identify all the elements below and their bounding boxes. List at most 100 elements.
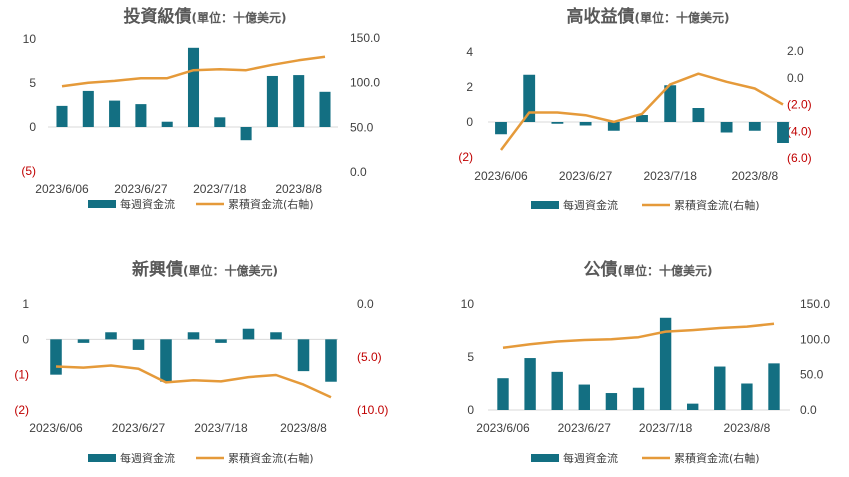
x-axis-tick-label: 2023/7/18	[193, 182, 247, 196]
line-cumulative-flow	[55, 364, 332, 399]
legend-label-line: 累積資金流(右軸)	[674, 198, 760, 212]
bar-weekly-flow	[579, 122, 592, 126]
chart-panel-3: 新興債(單位：十億美元) (2) (1) 0 1 (10.0) (5.0) 0.0 2023/6…	[14, 259, 388, 465]
legend: 每週資金流 累積資金流(右軸)	[531, 451, 760, 465]
bar-weekly-flow	[319, 91, 331, 127]
bar-weekly-flow	[741, 383, 753, 410]
bar-weekly-flow	[714, 366, 726, 410]
line-cumulative-flow	[61, 55, 326, 88]
chart-title-unit: (單位：十億美元)	[618, 263, 713, 278]
bar-weekly-flow	[523, 74, 536, 122]
right-axis-tick-label: (5.0)	[357, 350, 382, 364]
left-axis-tick-label: 1	[22, 297, 29, 311]
legend-label-line: 累積資金流(右軸)	[674, 451, 760, 465]
legend-label-line: 累積資金流(右軸)	[228, 451, 314, 465]
chart-panel-1: 投資級債(單位：十億美元)(5)05100.050.0100.0150.0202…	[21, 6, 380, 211]
bar-weekly-flow	[77, 339, 90, 343]
chart-title-unit: (單位：十億美元)	[183, 263, 278, 278]
left-axis-tick-label: 10	[461, 297, 475, 311]
bar-weekly-flow	[270, 332, 282, 340]
bar-weekly-flow	[497, 378, 509, 410]
legend-label-bar: 每週資金流	[563, 198, 618, 212]
left-axis-tick-label: 5	[29, 76, 36, 90]
left-axis-tick-label: 0	[22, 332, 29, 346]
chart-title: 公債(單位：十億美元)	[584, 259, 713, 280]
bar-weekly-flow	[266, 75, 278, 127]
right-axis-tick-label: 0.0	[350, 165, 367, 179]
legend-swatch-bar	[88, 200, 116, 208]
x-axis-tick-label: 2023/8/8	[731, 169, 778, 183]
bar-weekly-flow	[56, 105, 68, 127]
x-axis-tick-label: 2023/6/27	[559, 169, 613, 183]
legend-label-bar: 每週資金流	[120, 197, 175, 211]
bar-weekly-flow	[82, 90, 94, 127]
bar-weekly-flow	[215, 339, 227, 343]
bar-weekly-flow	[748, 122, 761, 131]
x-axis-tick-label: 2023/8/8	[275, 182, 322, 196]
bar-weekly-flow	[135, 104, 147, 127]
bar-weekly-flow	[325, 339, 337, 382]
chart-panel-2: 高收益債(單位：十億美元) (2) 0 2 4 (6.0) (4.0) (2.0) 0.0 2.0…	[458, 6, 811, 212]
chart-title: 高收益債(單位：十億美元)	[567, 6, 730, 27]
legend-label-bar: 每週資金流	[120, 451, 175, 465]
bar-weekly-flow	[293, 75, 305, 127]
left-axis-tick-label: 5	[467, 350, 474, 364]
bar-weekly-flow	[687, 403, 699, 410]
bar-weekly-flow	[578, 384, 590, 410]
right-axis-tick-label: 2.0	[787, 44, 804, 58]
right-axis-tick-label: (10.0)	[357, 403, 388, 417]
bar-weekly-flow	[109, 100, 121, 127]
left-axis-tick-label: (1)	[14, 368, 29, 382]
right-axis-tick-label: (2.0)	[787, 98, 812, 112]
legend-label-line: 累積資金流(右軸)	[228, 197, 314, 211]
x-axis-tick-label: 2023/7/18	[639, 421, 693, 435]
bar-weekly-flow	[50, 339, 62, 375]
legend: 每週資金流 累積資金流(右軸)	[88, 197, 314, 211]
left-axis-tick-label: (2)	[14, 403, 29, 417]
right-axis-tick-label: 100.0	[350, 76, 380, 90]
chart-title-main: 高收益債	[567, 6, 635, 27]
x-axis-tick-label: 2023/6/06	[35, 182, 89, 196]
bar-weekly-flow	[524, 358, 536, 410]
right-axis-tick-label: 100.0	[800, 332, 830, 346]
bar-weekly-flow	[160, 339, 172, 382]
x-axis-tick-label: 2023/6/06	[474, 169, 528, 183]
chart-title-unit: (單位：十億美元)	[635, 10, 730, 25]
bar-weekly-flow	[692, 108, 705, 122]
bar-weekly-flow	[720, 122, 733, 133]
chart-title-main: 公債	[584, 259, 618, 280]
left-axis-tick-label: (5)	[21, 164, 36, 178]
right-axis-tick-label: 150.0	[800, 297, 830, 311]
left-axis-tick-label: 4	[466, 45, 473, 59]
chart-title-main: 新興債	[132, 259, 183, 280]
bar-weekly-flow	[242, 328, 255, 340]
bar-weekly-flow	[240, 127, 252, 141]
chart-title: 新興債(單位：十億美元)	[132, 259, 278, 280]
line-cumulative-flow	[502, 322, 775, 350]
x-axis-tick-label: 2023/7/18	[644, 169, 698, 183]
right-axis-tick-label: 50.0	[800, 368, 824, 382]
bar-weekly-flow	[161, 121, 173, 127]
x-axis-tick-label: 2023/6/27	[112, 421, 166, 435]
x-axis-tick-label: 2023/6/06	[29, 421, 83, 435]
bar-weekly-flow	[664, 85, 677, 122]
bar-weekly-flow	[187, 332, 200, 340]
bar-weekly-flow	[605, 393, 618, 410]
x-axis-tick-label: 2023/6/06	[476, 421, 530, 435]
bar-weekly-flow	[551, 371, 563, 410]
bar-weekly-flow	[132, 339, 145, 350]
bar-weekly-flow	[214, 117, 226, 127]
bar-weekly-flow	[105, 332, 117, 340]
x-axis-tick-label: 2023/8/8	[724, 421, 771, 435]
chart-title-main: 投資級債	[124, 6, 192, 27]
right-axis-tick-label: 150.0	[350, 31, 380, 45]
right-axis-tick-label: 0.0	[357, 297, 374, 311]
bar-weekly-flow	[607, 122, 620, 131]
chart-panel-4: 公債(單位：十億美元)05100.050.0100.0150.02023/6/0…	[461, 259, 831, 465]
x-axis-tick-label: 2023/6/27	[558, 421, 612, 435]
line-cumulative-flow	[500, 72, 784, 151]
bar-weekly-flow	[297, 339, 310, 372]
x-axis-tick-label: 2023/7/18	[194, 421, 248, 435]
legend: 每週資金流 累積資金流(右軸)	[531, 198, 760, 212]
